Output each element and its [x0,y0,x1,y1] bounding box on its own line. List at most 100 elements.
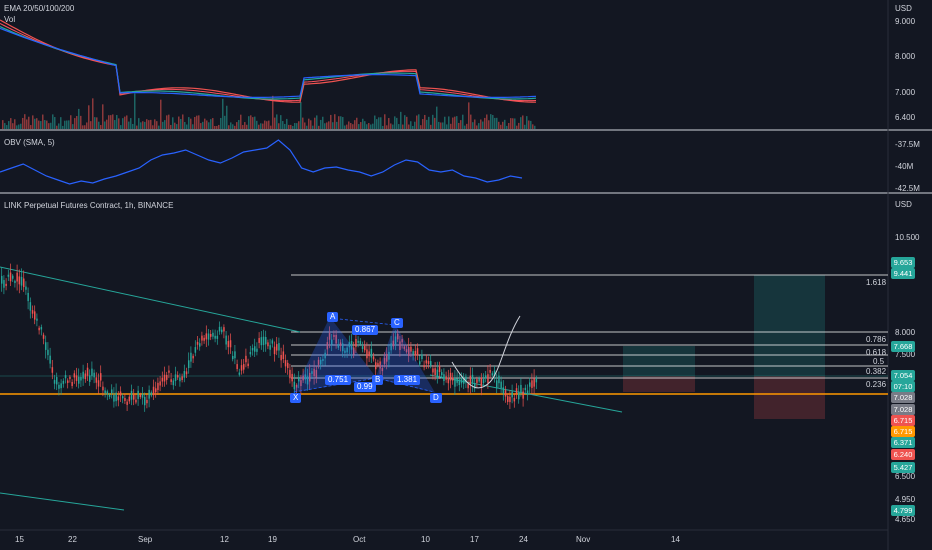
ema-line [0,19,537,103]
volume-bar [502,121,504,129]
price-tag: 6.715 [891,426,915,437]
volume-bar [514,118,516,129]
candle-body [302,375,304,381]
volume-bar [356,117,358,129]
volume-bar [316,115,318,129]
volume-bar [394,116,396,129]
volume-bar [34,118,36,129]
volume-bar [182,114,184,129]
volume-bar [368,123,370,129]
candle-body [71,381,73,386]
candle-body [355,338,357,347]
candle-body [386,353,388,362]
candle-body [377,363,379,366]
candle-body [471,374,474,384]
volume-bar [452,117,454,129]
volume-bar [72,124,74,129]
volume-bar [278,123,280,129]
volume-bar [122,118,124,129]
volume-bar [36,118,38,129]
volume-bar [294,123,296,129]
pattern-point-x[interactable]: X [290,393,302,403]
volume-bar [332,122,334,129]
volume-bar [430,124,432,129]
candle-body [412,351,414,355]
volume-bar [484,117,486,129]
candle-body [419,361,421,365]
candle-body [467,383,469,389]
volume-bar [518,122,520,129]
volume-bar [252,117,254,129]
volume-bar [224,115,226,129]
obv-indicator-title[interactable]: OBV (SMA, 5) [4,138,55,147]
candle-body [390,343,392,351]
volume-bar [254,116,256,129]
candle-body [383,357,386,364]
candle-body [31,310,34,314]
candle-body [427,360,430,364]
candle-body [436,369,439,379]
ema-indicator-title[interactable]: EMA 20/50/100/200 [4,4,75,13]
candle-body [447,377,450,384]
volume-bar [48,123,50,129]
volume-bar [360,122,362,129]
candle-body [14,280,16,284]
price-tag: 5.427 [891,462,915,473]
volume-bar [108,115,110,129]
candle-body [249,351,252,355]
volume-bar [42,114,44,129]
volume-bar [476,125,478,129]
volume-bar [504,119,506,129]
pattern-point-b[interactable]: B [372,375,384,385]
candle-body [533,378,535,387]
candle-body [287,362,289,369]
volume-bar [232,124,234,129]
main-chart-title[interactable]: LINK Perpetual Futures Contract, 1h, BIN… [4,201,174,210]
candle-body [509,396,511,403]
candle-body [357,340,359,343]
candle-body [476,379,478,383]
candle-body [177,375,179,378]
candle-body [89,375,91,382]
volume-bar [528,120,530,129]
candle-body [205,333,208,340]
candle-body [361,346,364,350]
candle-body [421,354,423,360]
candle-body [62,380,65,384]
candle-body [526,390,529,395]
candle-body [218,326,221,332]
volume-bar [214,125,216,129]
candle-body [289,369,291,379]
time-axis-label: Nov [576,535,591,544]
ema-axis-tick: 9.000 [895,17,916,26]
candle-body [210,333,212,337]
volume-bar [128,121,130,129]
pattern-point-d[interactable]: D [430,393,442,403]
candle-body [502,387,505,394]
candle-body [168,370,170,373]
volume-bar [488,120,490,129]
volume-bar [168,114,170,129]
volume-bar [500,124,502,129]
price-tag: 6.240 [891,449,915,460]
candle-body [155,388,157,393]
volume-bar [102,104,104,129]
volume-bar [336,121,338,129]
volume-bar [258,124,260,129]
volume-bar [80,115,82,129]
volume-bar [512,118,514,129]
volume-indicator-title[interactable]: Vol [4,15,16,24]
volume-bar [354,120,356,129]
volume-bar [292,125,294,129]
volume-bar [46,120,48,129]
volume-bar [446,124,448,129]
pattern-point-a[interactable]: A [327,312,339,322]
volume-bar [498,121,500,129]
pattern-point-c[interactable]: C [391,318,403,328]
time-axis-label: 14 [671,535,680,544]
candle-body [245,355,247,363]
candle-body [368,351,370,357]
price-axis-tick: 7.500 [895,350,916,359]
